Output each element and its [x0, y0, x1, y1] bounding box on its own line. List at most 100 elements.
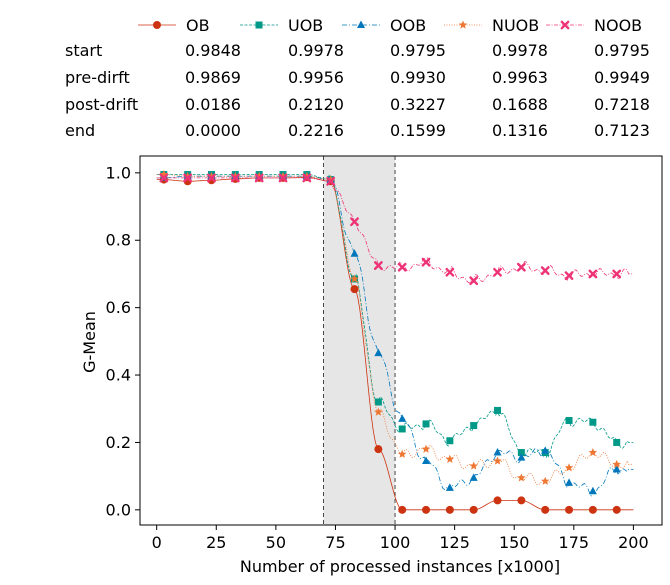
legend-label: NUOB — [492, 16, 539, 35]
series-line-ob — [156, 176, 634, 511]
y-tick-label: 0.2 — [106, 433, 131, 452]
marker-uob-13 — [470, 422, 478, 430]
legend-label: NOOB — [594, 16, 642, 35]
table-cell: 0.2216 — [288, 121, 344, 140]
marker-noob-8 — [350, 217, 359, 227]
y-tick-label: 0.4 — [106, 366, 131, 385]
marker-oob-17 — [565, 478, 574, 486]
marker-uob-12 — [446, 437, 454, 445]
marker-noob-17 — [564, 271, 574, 281]
marker-oob-11 — [422, 456, 431, 464]
marker-oob-9 — [374, 348, 383, 357]
legend-swatch-marker — [357, 20, 365, 28]
marker-oob-14 — [493, 448, 502, 456]
marker-noob-19 — [612, 269, 622, 279]
marker-noob-7 — [326, 176, 336, 186]
marker-ob-14 — [493, 496, 502, 505]
x-tick-label: 75 — [325, 533, 345, 552]
marker-nuob-9 — [374, 407, 383, 416]
legend-swatch-marker — [458, 20, 468, 29]
marker-uob-14 — [494, 406, 502, 414]
marker-uob-18 — [589, 418, 597, 426]
marker-ob-8 — [350, 285, 359, 294]
table-cell: 0.9956 — [288, 68, 344, 87]
series-line-nuob — [156, 174, 634, 486]
table-cell: 0.9795 — [390, 41, 446, 60]
table-row-label: start — [65, 41, 102, 60]
marker-noob-11 — [421, 257, 431, 267]
table-cell: 0.1316 — [492, 121, 548, 140]
marker-noob-6 — [302, 173, 312, 183]
marker-ob-13 — [469, 505, 478, 514]
marker-uob-11 — [422, 420, 430, 428]
marker-noob-14 — [493, 267, 502, 277]
marker-ob-18 — [588, 505, 597, 514]
table-row-1: pre-dirft 0.9869 0.9956 0.9930 0.9963 0.9949 — [65, 68, 650, 87]
x-tick-label: 200 — [618, 533, 649, 552]
legend-label: OB — [186, 16, 210, 35]
marker-noob-16 — [540, 266, 550, 275]
series-layer — [156, 170, 634, 514]
table-cell: 0.9978 — [288, 41, 344, 60]
y-tick-label: 0.0 — [106, 500, 131, 519]
marker-ob-11 — [422, 505, 431, 514]
marker-nuob-11 — [421, 444, 431, 453]
marker-noob-5 — [278, 173, 288, 183]
y-axis: 0.0 0.2 0.4 0.6 0.8 1.0 — [106, 163, 140, 519]
legend-swatch-marker — [560, 20, 570, 30]
drift-boundaries — [323, 156, 396, 525]
marker-nuob-18 — [588, 448, 598, 457]
y-axis-label: G-Mean — [80, 311, 99, 373]
marker-uob-17 — [565, 417, 573, 425]
x-tick-label: 25 — [206, 533, 226, 552]
y-tick-label: 1.0 — [106, 163, 131, 182]
table-cell: 0.0000 — [185, 121, 241, 140]
x-tick-label: 175 — [559, 533, 590, 552]
marker-nuob-12 — [445, 454, 455, 463]
table-row-label: pre-dirft — [65, 68, 130, 87]
marker-nuob-10 — [397, 449, 407, 458]
series-line-oob — [156, 175, 634, 497]
x-tick-label: 100 — [380, 533, 411, 552]
table-row-label: post-drift — [65, 95, 138, 114]
x-tick-label: 150 — [499, 533, 530, 552]
plot-area — [140, 156, 662, 525]
marker-uob-10 — [398, 425, 406, 433]
marker-ob-12 — [445, 505, 454, 514]
legend-entry-oob: OOB — [342, 16, 426, 35]
marker-oob-16 — [541, 446, 550, 454]
table-cell: 0.1599 — [390, 121, 446, 140]
marker-noob-15 — [516, 262, 526, 272]
table-cell: 0.9949 — [594, 68, 650, 87]
marker-oob-12 — [445, 483, 454, 491]
legend-label: OOB — [390, 16, 426, 35]
table-cell: 0.3227 — [390, 95, 446, 114]
table-cell: 0.0186 — [185, 95, 241, 114]
marker-nuob-17 — [564, 463, 574, 472]
marker-ob-19 — [612, 505, 621, 514]
table-cell: 0.7123 — [594, 121, 650, 140]
legend-swatch-marker — [153, 21, 161, 29]
table-cell: 0.1688 — [492, 95, 548, 114]
legend-label: UOB — [288, 16, 323, 35]
x-tick-label: 50 — [266, 533, 286, 552]
plot-border — [139, 155, 663, 526]
legend-entry-nuob: NUOB — [444, 16, 539, 35]
legend-entry-ob: OB — [138, 16, 210, 35]
table-cell: 0.9930 — [390, 68, 446, 87]
table-cell: 0.9869 — [185, 68, 241, 87]
marker-noob-18 — [588, 269, 598, 279]
marker-oob-10 — [398, 414, 407, 422]
marker-noob-9 — [373, 261, 383, 270]
marker-oob-8 — [350, 249, 359, 257]
y-tick-label: 0.8 — [106, 231, 131, 250]
marker-ob-17 — [565, 505, 574, 514]
series-line-uob — [156, 174, 634, 460]
marker-nuob-16 — [540, 476, 550, 485]
table-row-3: end 0.0000 0.2216 0.1599 0.1316 0.7123 — [65, 121, 650, 140]
series-line-noob — [156, 177, 634, 284]
table-cell: 0.9848 — [185, 41, 241, 60]
marker-oob-19 — [612, 464, 621, 473]
y-tick-label: 0.6 — [106, 298, 131, 317]
